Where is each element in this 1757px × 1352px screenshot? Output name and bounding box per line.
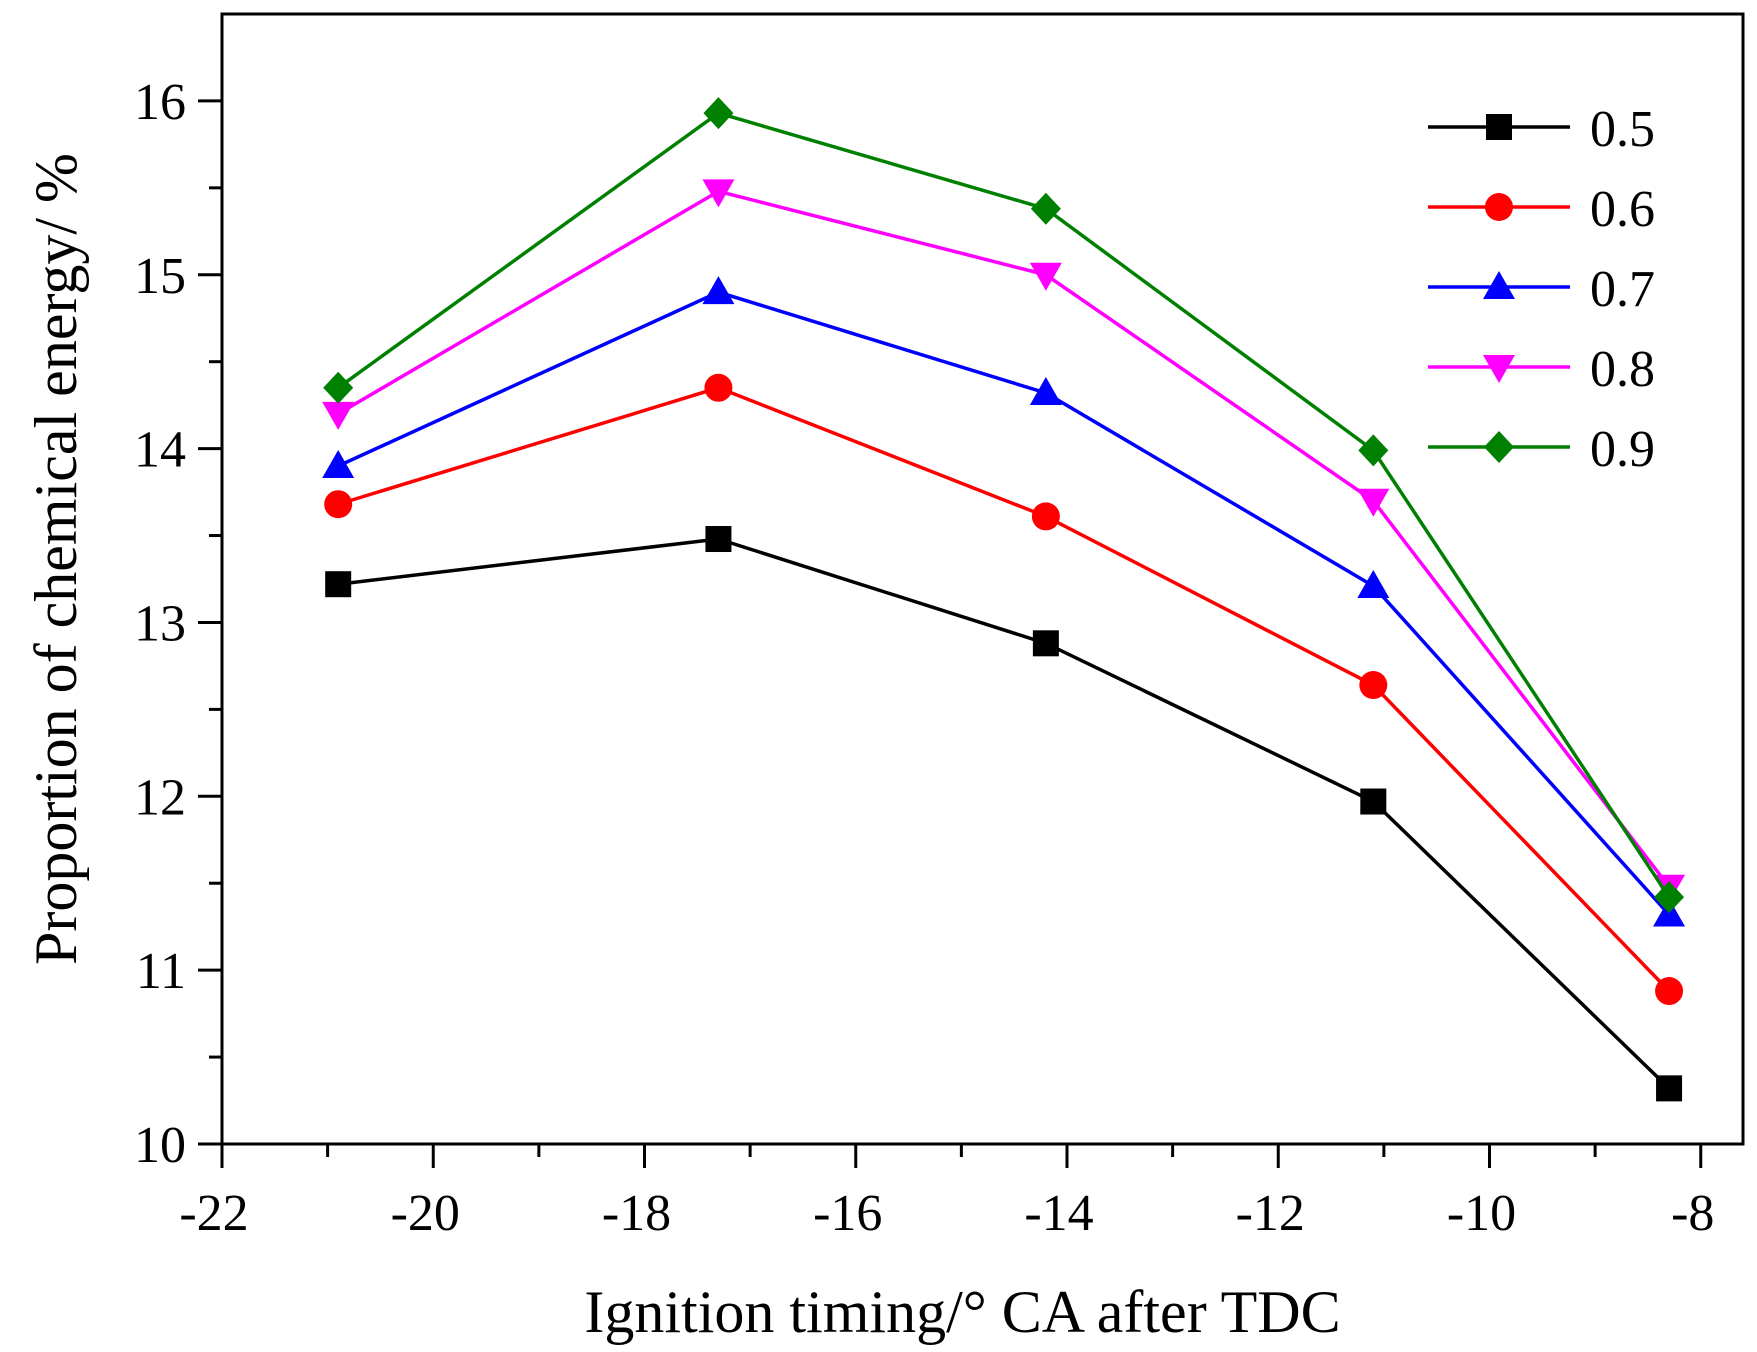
legend-label: 0.6 bbox=[1590, 181, 1655, 238]
x-axis-title: Ignition timing/° CA after TDC bbox=[584, 1279, 1340, 1345]
data-point bbox=[702, 276, 735, 305]
data-point bbox=[1031, 502, 1060, 531]
legend-marker bbox=[1483, 271, 1515, 299]
series-line bbox=[337, 290, 1671, 916]
y-tick-label: 13 bbox=[134, 595, 186, 652]
data-point bbox=[322, 401, 355, 430]
y-tick-label: 14 bbox=[134, 422, 186, 479]
series-0.6 bbox=[324, 373, 1684, 1006]
legend-item-0.5: 0.5 bbox=[1428, 101, 1655, 158]
legend-item-0.9: 0.9 bbox=[1428, 421, 1655, 478]
data-point bbox=[1032, 630, 1059, 657]
data-point bbox=[1357, 488, 1390, 517]
x-tick-label: -18 bbox=[602, 1185, 671, 1242]
data-point bbox=[1654, 881, 1685, 914]
y-tick-label: 10 bbox=[134, 1117, 186, 1174]
data-point bbox=[1359, 671, 1388, 700]
data-point bbox=[325, 571, 352, 598]
data-point bbox=[1656, 1075, 1683, 1102]
plot-frame bbox=[220, 12, 1745, 1146]
legend-marker bbox=[1486, 114, 1512, 140]
series-0.8 bbox=[322, 179, 1686, 903]
legend-marker bbox=[1483, 355, 1515, 383]
legend-label: 0.5 bbox=[1590, 101, 1655, 158]
y-tick-label: 16 bbox=[134, 74, 186, 131]
series-0.7 bbox=[322, 276, 1686, 927]
series-line bbox=[337, 385, 1671, 993]
data-point bbox=[323, 371, 354, 404]
data-point bbox=[1029, 262, 1062, 291]
legend-item-0.6: 0.6 bbox=[1428, 181, 1655, 238]
data-point bbox=[1358, 434, 1389, 467]
series-layer bbox=[322, 97, 1686, 1102]
legend-label: 0.7 bbox=[1590, 261, 1655, 318]
legend: 0.5 0.6 0.7 0.8 0.9 bbox=[1428, 101, 1655, 478]
series-0.5 bbox=[325, 526, 1683, 1102]
x-tick-label: -14 bbox=[1024, 1185, 1093, 1242]
series-line bbox=[337, 537, 1671, 1090]
legend-label: 0.8 bbox=[1590, 341, 1655, 398]
x-tick-label: -22 bbox=[179, 1185, 248, 1242]
data-point bbox=[704, 373, 733, 402]
y-tick-label: 15 bbox=[134, 248, 186, 305]
data-point bbox=[324, 490, 353, 519]
series-line bbox=[337, 111, 1671, 899]
x-tick-label: -12 bbox=[1236, 1185, 1305, 1242]
legend-marker bbox=[1484, 431, 1514, 463]
data-point bbox=[1029, 376, 1062, 405]
data-point bbox=[1357, 569, 1390, 598]
y-tick-label: 11 bbox=[136, 943, 186, 1000]
plot-area bbox=[220, 12, 1745, 1146]
data-point bbox=[702, 179, 735, 208]
x-tick-label: -8 bbox=[1671, 1185, 1714, 1242]
data-point bbox=[1655, 977, 1684, 1006]
y-axis: 10 11 12 13 14 15 16 bbox=[134, 74, 222, 1174]
y-tick-label: 12 bbox=[134, 769, 186, 826]
x-tick-label: -10 bbox=[1447, 1185, 1516, 1242]
x-tick-label: -16 bbox=[813, 1185, 882, 1242]
data-point bbox=[1030, 192, 1061, 225]
data-point bbox=[1360, 788, 1387, 815]
data-point bbox=[322, 450, 355, 478]
legend-label: 0.9 bbox=[1590, 421, 1655, 478]
data-point bbox=[703, 97, 734, 130]
x-axis: -22 -20 -18 -16 -14 -12 -10 -8 bbox=[179, 1144, 1714, 1242]
legend-item-0.7: 0.7 bbox=[1428, 261, 1655, 318]
y-axis-title: Proportion of chemical energy/ % bbox=[23, 153, 89, 965]
legend-marker bbox=[1485, 193, 1513, 221]
data-point bbox=[705, 526, 732, 553]
x-tick-label: -20 bbox=[391, 1185, 460, 1242]
legend-item-0.8: 0.8 bbox=[1428, 341, 1655, 398]
series-0.9 bbox=[323, 97, 1685, 914]
